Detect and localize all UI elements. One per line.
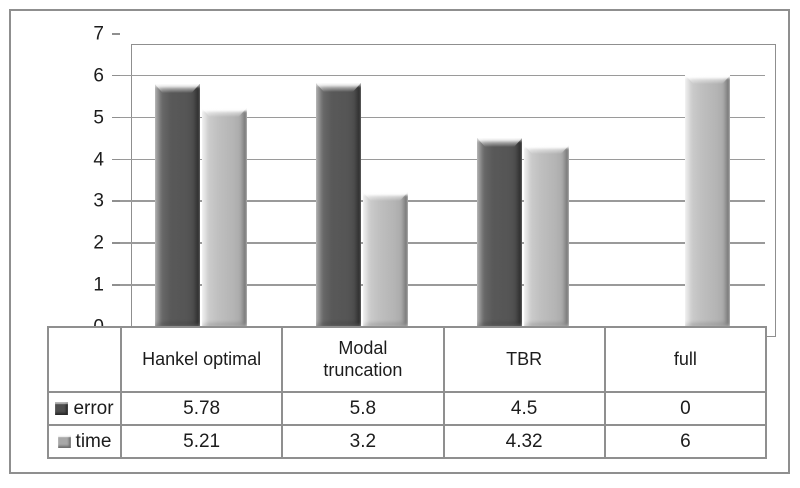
category-label-hankel-optimal: Hankel optimal	[142, 348, 262, 369]
bar-error-hankel-optimal	[154, 84, 200, 326]
bar-error-tbr	[477, 138, 523, 326]
y-axis-label-2: 2	[93, 232, 104, 254]
bar-time-modal-truncation	[362, 192, 408, 326]
category-label-modal-truncation: Modal truncation	[323, 338, 403, 380]
cell-error-full: 0	[603, 391, 768, 426]
y-axis-label-6: 6	[93, 65, 104, 87]
bar-time-tbr	[524, 145, 570, 326]
y-axis-label-7: 7	[93, 23, 104, 45]
y-axis-label-3: 3	[93, 190, 104, 212]
legend-key-error-icon	[55, 401, 69, 415]
table-corner-blank	[47, 326, 122, 393]
y-axis-tick-3	[112, 200, 120, 202]
y-axis-tick-1	[112, 284, 120, 286]
y-axis-tick-6	[112, 74, 120, 77]
data-table: Hankel optimal Modal truncation TBR full err…	[47, 326, 768, 459]
y-axis-tick-7	[112, 33, 120, 35]
cell-time-tbr: 4.32	[442, 424, 606, 459]
gridline-y2	[120, 242, 765, 244]
gridline-y3	[120, 200, 765, 202]
series-row-error: error 5.78 5.8 4.5 0	[47, 391, 768, 426]
bar-error-modal-truncation	[315, 83, 361, 326]
bar-time-hankel-optimal	[201, 108, 247, 326]
cell-error-modal-truncation: 5.8	[281, 391, 445, 426]
cell-time-hankel-optimal: 5.21	[119, 424, 284, 459]
legend-cell-error: error	[47, 391, 122, 426]
cell-error-hankel-optimal: 5.78	[119, 391, 284, 426]
y-axis-label-4: 4	[93, 149, 104, 171]
category-label-tbr: TBR	[506, 348, 543, 369]
cell-error-tbr: 4.5	[442, 391, 606, 426]
y-axis-label-1: 1	[93, 274, 104, 296]
gridline-y4	[120, 158, 765, 161]
y-axis-tick-4	[112, 158, 120, 161]
category-header-modal-truncation: Modal truncation	[281, 326, 445, 393]
cell-time-modal-truncation: 3.2	[281, 424, 445, 459]
gridline-y6	[120, 74, 765, 77]
category-header-tbr: TBR	[442, 326, 606, 393]
series-row-time: time 5.21 3.2 4.32 6	[47, 424, 768, 459]
bar-time-full	[685, 75, 731, 326]
series-label-error: error	[73, 397, 114, 419]
category-label-full: full	[673, 348, 697, 369]
legend-key-time-icon	[57, 434, 71, 448]
category-header-hankel-optimal: Hankel optimal	[119, 326, 284, 393]
y-axis-tick-2	[112, 242, 120, 244]
series-label-time: time	[75, 430, 112, 452]
cell-time-full: 6	[603, 424, 768, 459]
category-header-row: Hankel optimal Modal truncation TBR full	[47, 326, 768, 393]
category-header-full: full	[603, 326, 768, 393]
gridline-y5	[120, 116, 765, 119]
y-axis-tick-5	[112, 116, 120, 119]
legend-cell-time: time	[47, 424, 122, 459]
gridline-y1	[120, 284, 765, 286]
y-axis-label-5: 5	[93, 107, 104, 129]
